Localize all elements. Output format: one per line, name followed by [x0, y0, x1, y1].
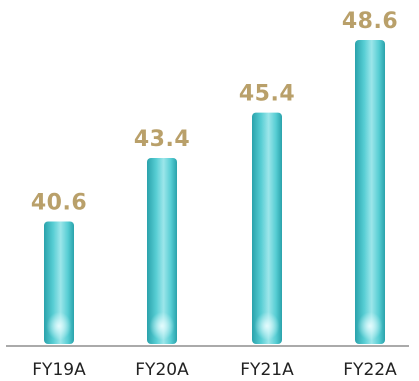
bar-glow-fy19a [46, 312, 72, 340]
category-label-fy19a: FY19A [32, 360, 86, 380]
bar-glow-fy20a [149, 312, 175, 340]
value-label-fy21a: 45.4 [239, 82, 295, 107]
value-label-fy19a: 40.6 [31, 190, 87, 215]
bar-glow-fy22a [357, 312, 383, 340]
category-label-fy20a: FY20A [135, 360, 189, 380]
bar-fy21a [252, 112, 282, 344]
bar-fy20a [147, 157, 177, 344]
category-label-fy21a: FY21A [240, 360, 294, 380]
value-label-fy20a: 43.4 [134, 127, 190, 152]
value-label-fy22a: 48.6 [342, 9, 398, 34]
bar-fy22a [355, 40, 385, 344]
category-label-fy22a: FY22A [343, 360, 397, 380]
bar-glow-fy21a [254, 312, 280, 340]
labels: 40.6 FY19A 43.4 FY20A 45.4 FY21A 48.6 FY22A [31, 9, 398, 380]
bar-fy19a [44, 221, 74, 344]
bars [44, 40, 385, 344]
